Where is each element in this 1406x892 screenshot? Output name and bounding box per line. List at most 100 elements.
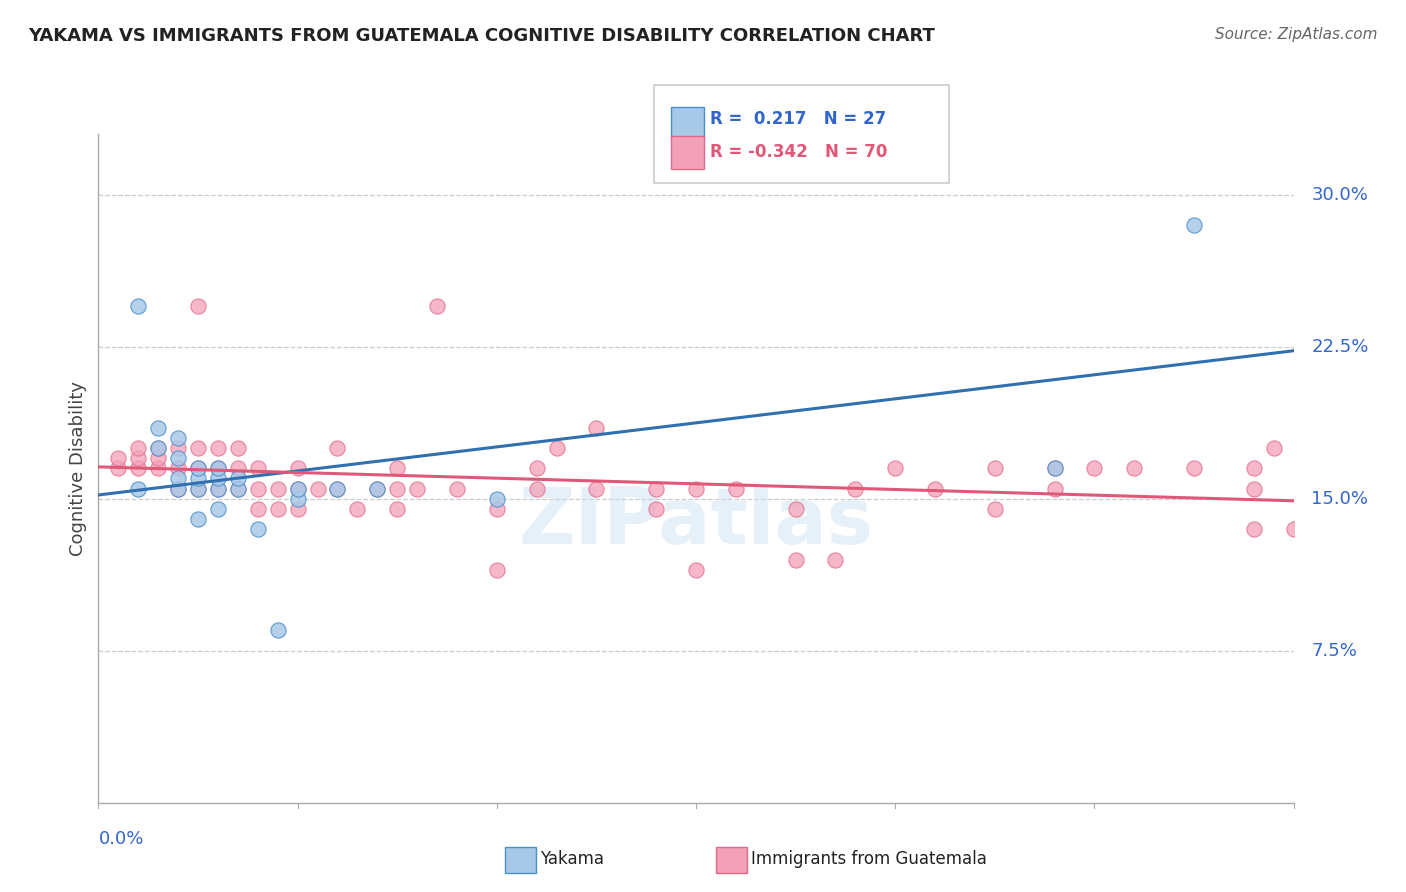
Point xyxy=(127,451,149,466)
Point xyxy=(207,441,229,455)
Point xyxy=(1182,218,1205,232)
Point xyxy=(1282,522,1305,536)
Point xyxy=(148,441,170,455)
Point xyxy=(685,482,707,496)
Point xyxy=(326,482,349,496)
Point xyxy=(326,482,349,496)
Point xyxy=(346,501,368,516)
Point xyxy=(187,482,209,496)
Point xyxy=(446,482,468,496)
Point xyxy=(267,482,290,496)
Point xyxy=(1243,482,1265,496)
Point xyxy=(287,461,309,475)
Point xyxy=(1043,461,1066,475)
Point xyxy=(187,461,209,475)
Point xyxy=(366,482,388,496)
Point xyxy=(207,482,229,496)
Point xyxy=(585,421,607,435)
Point xyxy=(983,501,1005,516)
Text: Immigrants from Guatemala: Immigrants from Guatemala xyxy=(751,850,987,868)
Text: R =  0.217   N = 27: R = 0.217 N = 27 xyxy=(710,110,886,128)
Point xyxy=(207,482,229,496)
Point xyxy=(385,501,409,516)
Point xyxy=(546,441,568,455)
Text: R = -0.342   N = 70: R = -0.342 N = 70 xyxy=(710,143,887,161)
Point xyxy=(326,441,349,455)
Point xyxy=(485,563,508,577)
Point xyxy=(1123,461,1146,475)
Point xyxy=(127,441,149,455)
Point xyxy=(267,624,290,638)
Point xyxy=(167,461,190,475)
Point xyxy=(127,461,149,475)
Point xyxy=(645,482,668,496)
Point xyxy=(287,482,309,496)
Point xyxy=(187,299,209,313)
Point xyxy=(406,482,429,496)
Point xyxy=(107,461,129,475)
Text: 0.0%: 0.0% xyxy=(98,830,143,847)
Point xyxy=(844,482,866,496)
Point xyxy=(167,431,190,445)
Point xyxy=(127,482,149,496)
Point xyxy=(246,522,269,536)
Point xyxy=(187,512,209,526)
Point xyxy=(1243,461,1265,475)
Point xyxy=(267,501,290,516)
Point xyxy=(148,421,170,435)
Point xyxy=(207,461,229,475)
Point xyxy=(226,441,249,455)
Text: 15.0%: 15.0% xyxy=(1312,490,1368,508)
Point xyxy=(187,471,209,485)
Text: 22.5%: 22.5% xyxy=(1312,338,1369,356)
Point xyxy=(724,482,747,496)
Point xyxy=(526,461,548,475)
Point xyxy=(1182,461,1205,475)
Point xyxy=(246,501,269,516)
Point xyxy=(685,563,707,577)
Point xyxy=(385,461,409,475)
Point xyxy=(207,501,229,516)
Point xyxy=(127,299,149,313)
Point xyxy=(287,482,309,496)
Point xyxy=(485,501,508,516)
Point xyxy=(366,482,388,496)
Point xyxy=(385,482,409,496)
Point xyxy=(246,461,269,475)
Point xyxy=(207,471,229,485)
Point xyxy=(167,471,190,485)
Point xyxy=(526,482,548,496)
Text: YAKAMA VS IMMIGRANTS FROM GUATEMALA COGNITIVE DISABILITY CORRELATION CHART: YAKAMA VS IMMIGRANTS FROM GUATEMALA COGN… xyxy=(28,27,935,45)
Point xyxy=(485,491,508,506)
Point xyxy=(426,299,449,313)
Point xyxy=(226,471,249,485)
Point xyxy=(1263,441,1285,455)
Point xyxy=(187,441,209,455)
Point xyxy=(187,461,209,475)
Point xyxy=(824,552,846,566)
Point xyxy=(924,482,946,496)
Point xyxy=(167,451,190,466)
Text: Yakama: Yakama xyxy=(540,850,605,868)
Point xyxy=(167,441,190,455)
Point xyxy=(148,461,170,475)
Point xyxy=(1243,522,1265,536)
Text: ZIPatlas: ZIPatlas xyxy=(519,483,873,560)
Text: 7.5%: 7.5% xyxy=(1312,641,1357,660)
Point xyxy=(287,501,309,516)
Point xyxy=(585,482,607,496)
Point xyxy=(307,482,329,496)
Point xyxy=(1043,461,1066,475)
Point xyxy=(187,482,209,496)
Point xyxy=(226,482,249,496)
Point xyxy=(226,461,249,475)
Text: Source: ZipAtlas.com: Source: ZipAtlas.com xyxy=(1215,27,1378,42)
Point xyxy=(287,491,309,506)
Point xyxy=(983,461,1005,475)
Point xyxy=(1083,461,1105,475)
Point xyxy=(107,451,129,466)
Point xyxy=(148,441,170,455)
Point xyxy=(645,501,668,516)
Point xyxy=(167,482,190,496)
Point xyxy=(148,451,170,466)
